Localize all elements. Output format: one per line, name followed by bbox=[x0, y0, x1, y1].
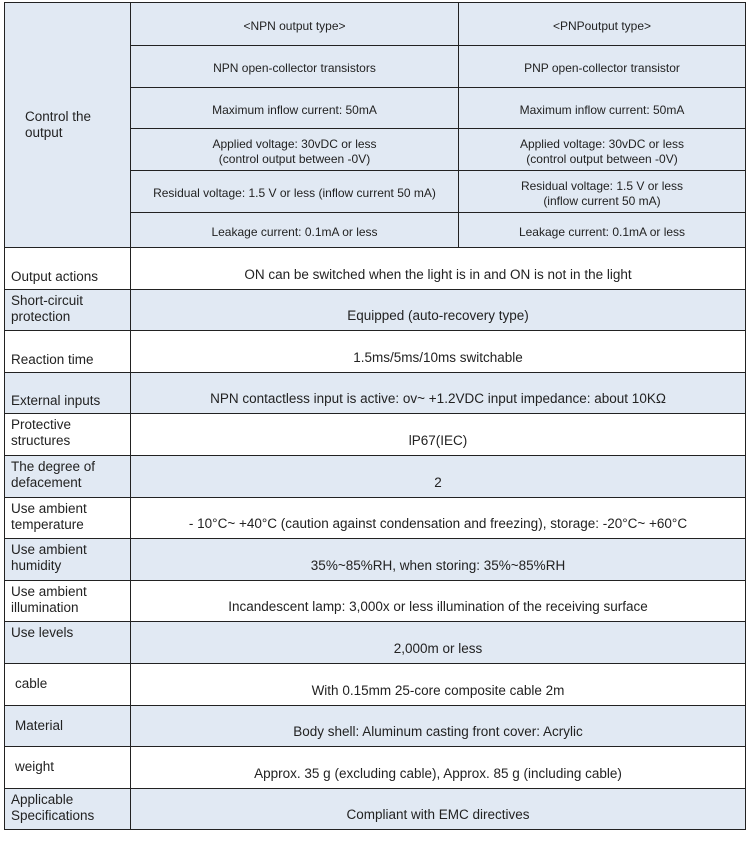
row-label: weight bbox=[4, 746, 131, 789]
row-label: Control the output bbox=[4, 2, 131, 248]
row-label: Output actions bbox=[4, 247, 131, 290]
npn-cell: Applied voltage: 30vDC or less (control … bbox=[130, 128, 459, 171]
pnp-cell: Maximum inflow current: 50mA bbox=[458, 87, 746, 129]
spec-row: Protective structures lP67(IEC) bbox=[4, 413, 746, 456]
npn-cell: <NPN output type> bbox=[130, 2, 459, 46]
spec-row: Output actions ON can be switched when th… bbox=[4, 247, 746, 290]
npn-cell: Residual voltage: 1.5 V or less (inflow … bbox=[130, 170, 459, 213]
row-value: - 10°C~ +40°C (caution against condensat… bbox=[130, 496, 746, 540]
row-value: ON can be switched when the light is in … bbox=[130, 247, 746, 290]
spec-row: Use ambient humidity 35%~85%RH, when stor… bbox=[4, 538, 746, 581]
row-label: Use ambient temperature bbox=[4, 496, 131, 540]
row-value: Incandescent lamp: 3,000x or less illumi… bbox=[130, 579, 746, 623]
pnp-cell: Applied voltage: 30vDC or less (control … bbox=[458, 128, 746, 171]
pnp-cell: PNP open-collector transistor bbox=[458, 45, 746, 88]
row-value: Body shell: Aluminum casting front cover… bbox=[130, 704, 746, 748]
pnp-cell: Leakage current: 0.1mA or less bbox=[458, 212, 746, 248]
row-label: Protective structures bbox=[4, 413, 131, 456]
spec-row: External inputs NPN contactless input is … bbox=[4, 371, 746, 415]
control-output-subrow: Residual voltage: 1.5 V or less (inflow … bbox=[4, 170, 746, 213]
control-output-subrow: Leakage current: 0.1mA or less Leakage cu… bbox=[4, 212, 746, 248]
spec-row: cable With 0.15mm 25-core composite cable… bbox=[4, 662, 746, 706]
npn-cell: NPN open-collector transistors bbox=[130, 45, 459, 88]
row-label: Applicable Specifications bbox=[4, 787, 131, 831]
control-output-subrow: Control the output <NPN output type> <PNPo… bbox=[4, 2, 746, 248]
row-value: 2 bbox=[130, 454, 746, 498]
spec-row: Reaction time 1.5ms/5ms/10ms switchable bbox=[4, 330, 746, 373]
spec-row: Applicable Specifications Compliant with … bbox=[4, 787, 746, 831]
spec-table: Control the output <NPN output type> <PNPo… bbox=[4, 2, 746, 831]
row-label: cable bbox=[4, 662, 131, 706]
row-label: Material bbox=[4, 704, 131, 748]
npn-cell: Leakage current: 0.1mA or less bbox=[130, 212, 459, 248]
row-label: Use ambient humidity bbox=[4, 538, 131, 581]
pnp-cell: <PNPoutput type> bbox=[458, 2, 746, 46]
spec-row: Short-circuit protection Equipped (auto-r… bbox=[4, 288, 746, 332]
row-value: Compliant with EMC directives bbox=[130, 787, 746, 831]
row-value: Equipped (auto-recovery type) bbox=[130, 288, 746, 332]
row-value: 2,000m or less bbox=[130, 621, 746, 664]
pnp-cell: Residual voltage: 1.5 V or less (inflow … bbox=[458, 170, 746, 213]
row-label: Reaction time bbox=[4, 330, 131, 373]
spec-row: Material Body shell: Aluminum casting fro… bbox=[4, 704, 746, 748]
row-label: External inputs bbox=[4, 371, 131, 415]
row-value: NPN contactless input is active: ov~ +1.… bbox=[130, 371, 746, 415]
row-value: Approx. 35 g (excluding cable), Approx. … bbox=[130, 746, 746, 789]
row-value: lP67(IEC) bbox=[130, 413, 746, 456]
npn-cell: Maximum inflow current: 50mA bbox=[130, 87, 459, 129]
row-label: Use levels bbox=[4, 621, 131, 664]
row-value: 1.5ms/5ms/10ms switchable bbox=[130, 330, 746, 373]
control-output-subrow: NPN open-collector transistors PNP open-c… bbox=[4, 45, 746, 88]
row-value: 35%~85%RH, when storing: 35%~85%RH bbox=[130, 538, 746, 581]
spec-row: weight Approx. 35 g (excluding cable), Ap… bbox=[4, 746, 746, 789]
spec-row: Use ambient temperature - 10°C~ +40°C (ca… bbox=[4, 496, 746, 540]
spec-row: Use levels 2,000m or less bbox=[4, 621, 746, 664]
row-label: The degree of defacement bbox=[4, 454, 131, 498]
spec-row: The degree of defacement 2 bbox=[4, 454, 746, 498]
row-value: With 0.15mm 25-core composite cable 2m bbox=[130, 662, 746, 706]
spec-row: Use ambient illumination Incandescent lam… bbox=[4, 579, 746, 623]
row-label: Short-circuit protection bbox=[4, 288, 131, 332]
row-label: Use ambient illumination bbox=[4, 579, 131, 623]
